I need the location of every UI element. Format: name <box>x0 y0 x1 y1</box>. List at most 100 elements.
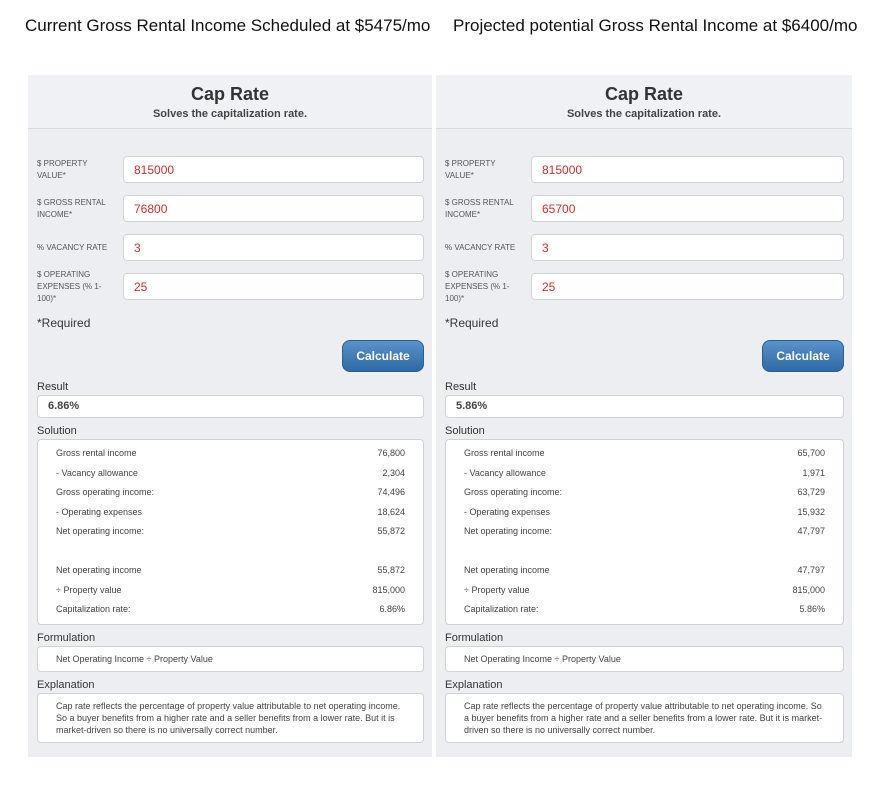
formulation-box: Net Operating Income ÷ Property Value <box>37 645 424 672</box>
section-label: Formulation <box>37 631 96 644</box>
form-fields: $ PROPERTY VALUE* 815000 $ GROSS RENTAL IN… <box>37 150 424 306</box>
heading: Projected potential Gross Rental Income … <box>453 16 858 35</box>
solution-row: - Operating expenses 15,932 <box>464 503 825 523</box>
text-input[interactable]: 3 <box>531 234 844 261</box>
solution-row: Net operating income: 47,797 <box>464 522 825 542</box>
text-input[interactable]: 3 <box>123 234 424 261</box>
solution-value: 47,797 <box>797 565 825 575</box>
form-field: $ OPERATING EXPENSES (% 1-100)* 25 <box>445 267 844 306</box>
solution-row: - Vacancy allowance 2,304 <box>56 464 405 484</box>
solution-label: - Vacancy allowance <box>56 467 138 478</box>
panel-title: Cap Rate <box>604 84 684 104</box>
form-field: % VACANCY RATE 3 <box>445 228 844 267</box>
solution-value: 5.86% <box>799 604 825 614</box>
solution-value: 815,000 <box>792 584 825 595</box>
panel-subtitle: Solves the capitalization rate. <box>566 108 722 120</box>
panel-body: $ PROPERTY VALUE* 815000 $ GROSS RENTAL IN… <box>28 150 432 743</box>
solution-row: Net operating income: 55,872 <box>56 522 405 542</box>
section-label: Solution <box>37 425 77 437</box>
solution-row: ÷ Property value 815,000 <box>464 581 825 601</box>
solution-box: Gross rental income 76,800 - Vacancy allow… <box>37 439 424 625</box>
form-field: % VACANCY RATE 3 <box>37 228 424 267</box>
solution-row: Capitalization rate: 6.86% <box>56 600 405 620</box>
solution-label: Net operating income: <box>56 526 145 536</box>
solution-value: 55,872 <box>377 526 405 536</box>
section-label: Explanation <box>37 678 95 691</box>
heading: Current Gross Rental Income Scheduled at… <box>25 16 431 35</box>
field-label: $ GROSS RENTAL INCOME* <box>37 197 106 219</box>
field-label: $ PROPERTY VALUE* <box>37 158 88 180</box>
form-field: $ OPERATING EXPENSES (% 1-100)* 25 <box>37 267 424 306</box>
solution-label: Capitalization rate: <box>56 604 131 614</box>
result-box: 6.86% <box>37 395 424 418</box>
text-input[interactable]: 815000 <box>531 156 844 183</box>
text-input[interactable]: 76800 <box>123 195 424 222</box>
form-field: $ GROSS RENTAL INCOME* 65700 <box>445 189 844 228</box>
solution-value: 15,932 <box>797 506 825 517</box>
text-input[interactable]: 65700 <box>531 195 844 222</box>
solution-label: Capitalization rate: <box>464 604 539 614</box>
text-input[interactable]: 25 <box>123 273 424 300</box>
form-field: $ GROSS RENTAL INCOME* 76800 <box>37 189 424 228</box>
field-label: $ OPERATING EXPENSES (% 1-100)* <box>37 269 102 303</box>
panel-header: Cap Rate Solves the capitalization rate. <box>436 75 852 129</box>
section-label: Formulation <box>445 631 504 644</box>
field-label: $ GROSS RENTAL INCOME* <box>445 197 514 219</box>
solution-value: 815,000 <box>372 584 405 595</box>
spacer <box>464 542 825 562</box>
solution-row: Net operating income 55,872 <box>56 561 405 581</box>
button-row: Calculate <box>445 340 844 374</box>
solution-label: Net operating income: <box>464 526 553 536</box>
solution-value: 18,624 <box>377 506 405 517</box>
solution-row: Gross operating income: 74,496 <box>56 483 405 503</box>
solution-value: 1,971 <box>802 467 825 478</box>
text-input[interactable]: 815000 <box>123 156 424 183</box>
required-note: *Required <box>37 316 91 330</box>
field-label: $ OPERATING EXPENSES (% 1-100)* <box>445 269 510 303</box>
calculate-button[interactable]: Calculate <box>342 340 424 372</box>
solution-label: Gross rental income <box>464 448 545 458</box>
solution-label: ÷ Property value <box>464 584 530 595</box>
solution-value: 76,800 <box>377 448 405 458</box>
solution-value: 6.86% <box>379 604 405 614</box>
calculator-panel: Cap Rate Solves the capitalization rate. $… <box>436 75 852 757</box>
solution-row: Gross operating income: 63,729 <box>464 483 825 503</box>
solution-value: 65,700 <box>797 448 825 458</box>
solution-box: Gross rental income 65,700 - Vacancy allow… <box>445 439 844 625</box>
result-box: 5.86% <box>445 395 844 418</box>
solution-label: Net operating income <box>464 565 550 575</box>
solution-value: 63,729 <box>797 487 825 497</box>
solution-row: ÷ Property value 815,000 <box>56 581 405 601</box>
formulation-box: Net Operating Income ÷ Property Value <box>445 645 844 672</box>
button-row: Calculate <box>37 340 424 374</box>
panel-subtitle: Solves the capitalization rate. <box>152 108 308 120</box>
section-label: Result <box>37 381 69 393</box>
spacer <box>56 542 405 562</box>
calculate-button[interactable]: Calculate <box>762 340 844 372</box>
panel-body: $ PROPERTY VALUE* 815000 $ GROSS RENTAL IN… <box>436 150 852 743</box>
solution-label: - Vacancy allowance <box>464 467 546 478</box>
panel-header: Cap Rate Solves the capitalization rate. <box>28 75 432 129</box>
field-label: % VACANCY RATE <box>37 242 108 252</box>
solution-label: Gross operating income: <box>56 487 155 497</box>
panel-title: Cap Rate <box>190 84 270 104</box>
solution-row: Gross rental income 65,700 <box>464 444 825 464</box>
explanation-box: Cap rate reflects the percentage of prop… <box>445 692 844 743</box>
section-label: Result <box>445 381 477 393</box>
field-label: $ PROPERTY VALUE* <box>445 158 496 180</box>
solution-value: 74,496 <box>377 487 405 497</box>
section-label: Solution <box>445 425 485 437</box>
form-field: $ PROPERTY VALUE* 815000 <box>37 150 424 189</box>
text-input[interactable]: 25 <box>531 273 844 300</box>
solution-label: Gross operating income: <box>464 487 563 497</box>
solution-label: - Operating expenses <box>56 506 143 517</box>
solution-row: Capitalization rate: 5.86% <box>464 600 825 620</box>
solution-label: - Operating expenses <box>464 506 551 517</box>
form-field: $ PROPERTY VALUE* 815000 <box>445 150 844 189</box>
solution-value: 47,797 <box>797 526 825 536</box>
solution-row: - Operating expenses 18,624 <box>56 503 405 523</box>
solution-row: Gross rental income 76,800 <box>56 444 405 464</box>
section-label: Explanation <box>445 678 503 691</box>
calculator-panel: Cap Rate Solves the capitalization rate. $… <box>28 75 432 757</box>
